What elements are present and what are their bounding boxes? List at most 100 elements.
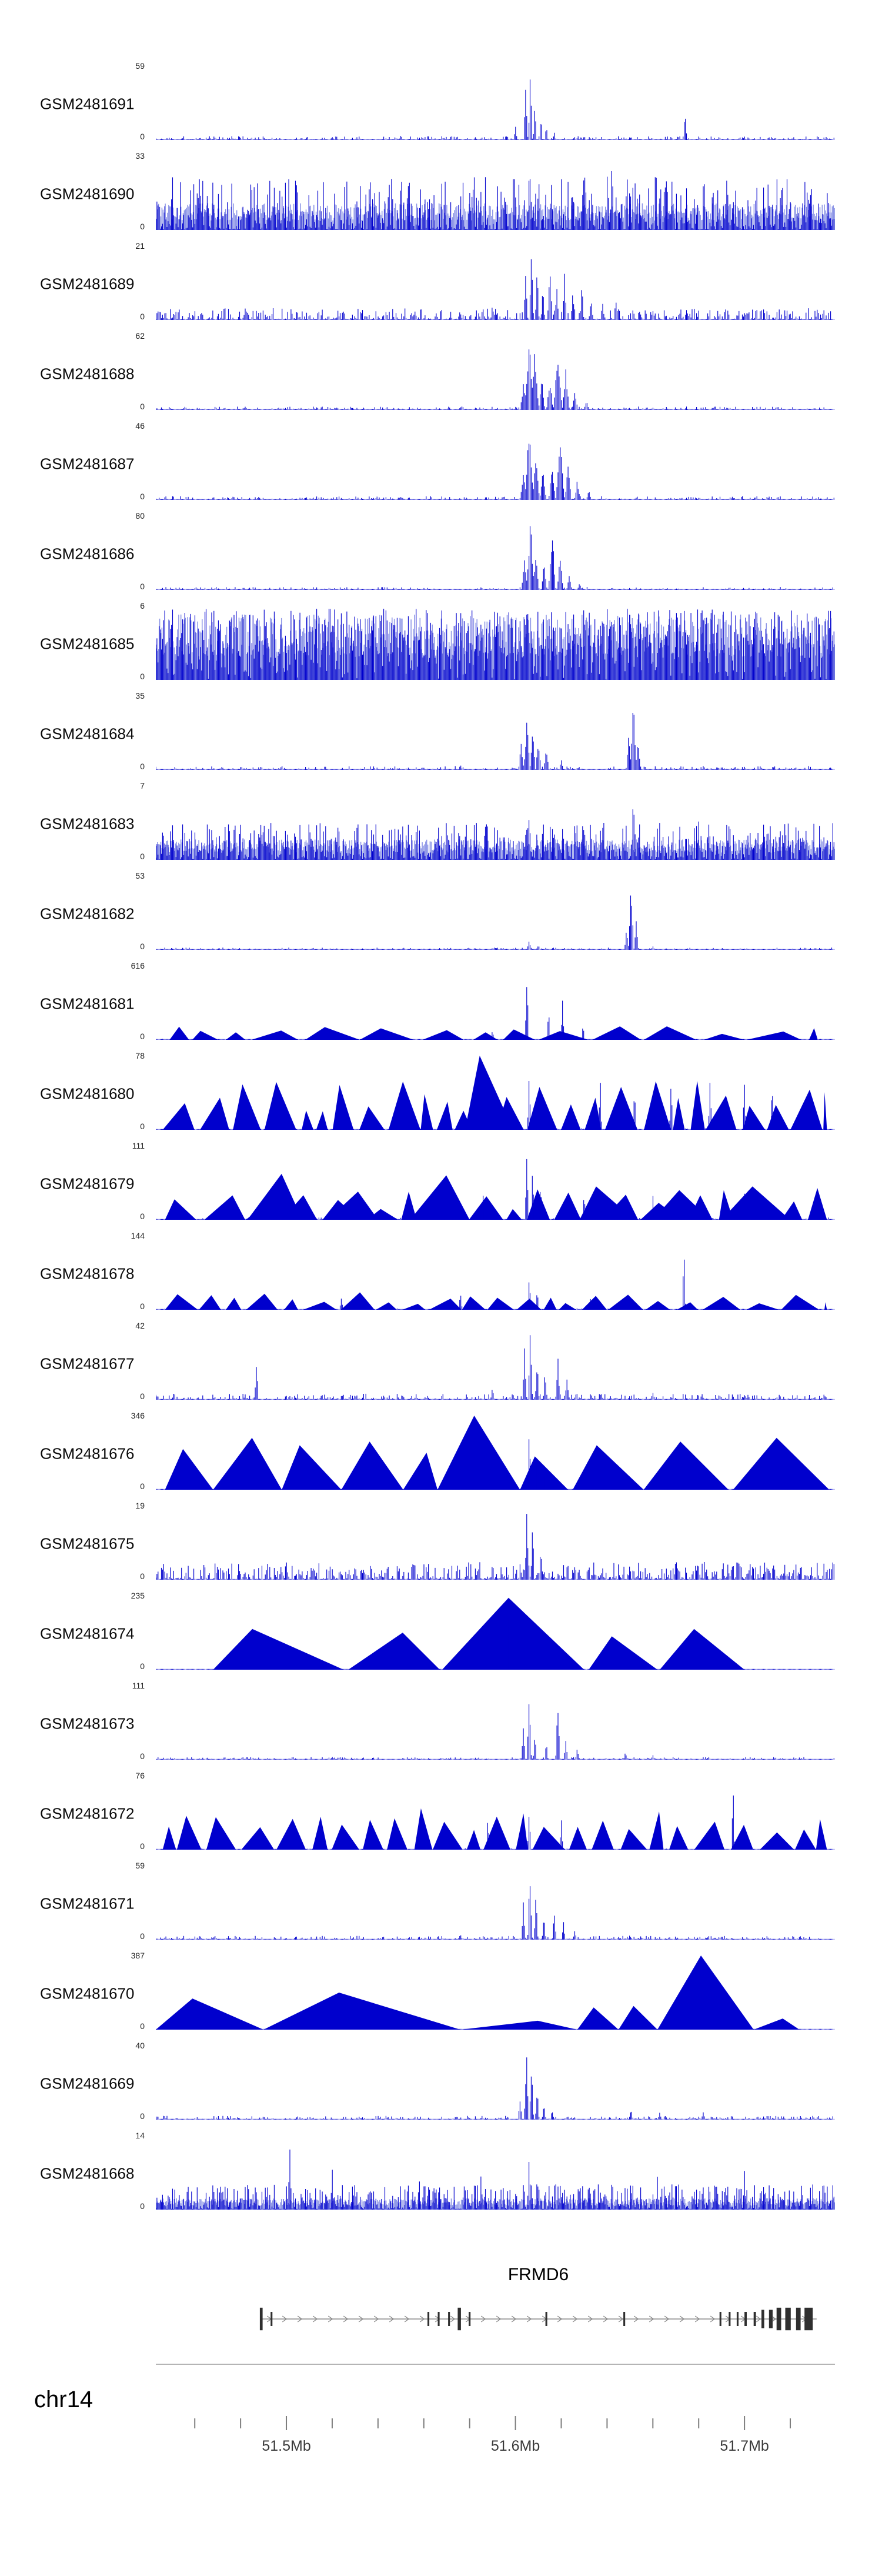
coverage-domain [420, 1094, 433, 1130]
coverage-domain [704, 1033, 745, 1040]
track-y-axis: 42 0 [93, 1321, 149, 1401]
track-row: GSM2481680 78 0 [0, 1049, 882, 1139]
coverage-domain [569, 1827, 587, 1850]
gene-model [259, 2307, 817, 2331]
y-max-label: 7 [140, 781, 145, 790]
coverage-domain [649, 1811, 664, 1850]
coverage-domain [442, 1597, 584, 1670]
y-max-label: 235 [131, 1591, 145, 1600]
track-label: GSM2481681 [40, 995, 135, 1012]
coverage-domain [226, 1297, 242, 1310]
coverage-domain [496, 1097, 524, 1130]
coverage-domain [816, 1819, 827, 1850]
coverage-domain [673, 1097, 685, 1130]
track-row: GSM2481682 53 0 [0, 869, 882, 959]
coverage-tracks-container: GSM2481691 59 0 GSM2481690 33 0 GSM2481689 21 0 G… [0, 59, 882, 2218]
coverage-plot [156, 1795, 834, 1850]
coverage-domain [455, 1110, 472, 1130]
y-max-label: 346 [131, 1411, 145, 1420]
coverage-plot [156, 526, 834, 590]
y-max-label: 111 [132, 1141, 145, 1150]
coverage-plot [156, 987, 834, 1040]
strand-arrow-icon [664, 2315, 670, 2323]
strand-arrow-icon [756, 2315, 761, 2323]
track-y-axis: 59 0 [93, 61, 149, 141]
coverage-plot [156, 171, 835, 230]
coverage-domain [742, 1106, 766, 1130]
coverage-domain [359, 1028, 414, 1040]
y-min-label: 0 [140, 1661, 145, 1671]
y-max-label: 387 [131, 1951, 145, 1960]
exon-box [796, 2307, 801, 2331]
track-row: GSM2481687 46 0 [0, 419, 882, 509]
coverage-domain [245, 1203, 279, 1220]
y-max-label: 40 [135, 2041, 145, 2050]
track-label: GSM2481675 [40, 1534, 135, 1552]
coverage-domain [303, 1302, 337, 1310]
coverage-domain [618, 2006, 658, 2030]
y-min-label: 0 [140, 1751, 145, 1761]
coverage-domain [204, 1195, 245, 1220]
coverage-domain [527, 1189, 550, 1220]
y-min-label: 0 [140, 942, 145, 951]
coverage-domain [584, 1097, 602, 1130]
track-y-axis: 21 0 [93, 241, 149, 321]
gene-annotation-track: FRMD6 [156, 2261, 835, 2355]
coverage-domain [644, 1081, 671, 1130]
coverage-domain [694, 1821, 725, 1850]
coverage-domain [516, 1813, 528, 1850]
y-max-label: 111 [132, 1681, 145, 1690]
track-row: GSM2481679 111 0 [0, 1139, 882, 1229]
track-label: GSM2481676 [40, 1444, 135, 1462]
exon-box [457, 2307, 461, 2331]
y-min-label: 0 [140, 1481, 145, 1491]
track-y-axis: 35 0 [93, 691, 149, 771]
strand-arrow-icon [603, 2315, 609, 2323]
y-max-label: 59 [135, 61, 145, 71]
coverage-domain [646, 1301, 670, 1310]
coverage-domain [559, 1303, 576, 1310]
y-max-label: 14 [135, 2131, 145, 2140]
coverage-domain [592, 1026, 642, 1040]
strand-arrow-icon [328, 2315, 333, 2323]
track-row: GSM2481672 76 0 [0, 1769, 882, 1858]
track-row: GSM2481688 62 0 [0, 329, 882, 419]
exon-box [469, 2312, 471, 2326]
coverage-domain [199, 1295, 221, 1310]
coverage-domain [644, 1026, 697, 1040]
axis-tick-label: 51.7Mb [720, 2438, 769, 2454]
coverage-domain [808, 1188, 827, 1220]
signal-path [156, 1704, 834, 1760]
coverage-domain [264, 1082, 296, 1130]
exon-box [427, 2312, 430, 2326]
coverage-domain [246, 1293, 278, 1310]
strand-arrow-icon [618, 2315, 624, 2323]
coverage-plot [156, 713, 834, 770]
track-label: GSM2481680 [40, 1085, 135, 1102]
coverage-plot [156, 809, 835, 860]
track-y-axis: 46 0 [93, 421, 149, 501]
coverage-domain [312, 1817, 328, 1850]
y-min-label: 0 [140, 762, 145, 771]
coverage-domain [660, 1629, 745, 1670]
axis-tick-label: 51.6Mb [491, 2438, 540, 2454]
track-label: GSM2481678 [40, 1264, 135, 1282]
y-min-label: 0 [140, 582, 145, 591]
coverage-plot [156, 1259, 834, 1310]
coverage-domain [305, 1027, 360, 1040]
track-label: GSM2481671 [40, 1894, 135, 1912]
y-min-label: 0 [140, 852, 145, 861]
coverage-domain [251, 1030, 298, 1040]
coverage-plot [156, 443, 834, 500]
track-row: GSM2481668 14 0 [0, 2128, 882, 2218]
coverage-domain [276, 1818, 306, 1850]
y-min-label: 0 [140, 1302, 145, 1311]
strand-arrow-icon [679, 2315, 685, 2323]
track-row: GSM2481674 235 0 [0, 1589, 882, 1679]
exon-box [753, 2312, 756, 2326]
y-max-label: 35 [135, 691, 145, 700]
strand-arrow-icon [389, 2315, 395, 2323]
track-y-axis: 14 0 [93, 2131, 149, 2211]
strand-arrow-icon [771, 2315, 777, 2323]
coverage-domain [429, 1299, 462, 1310]
